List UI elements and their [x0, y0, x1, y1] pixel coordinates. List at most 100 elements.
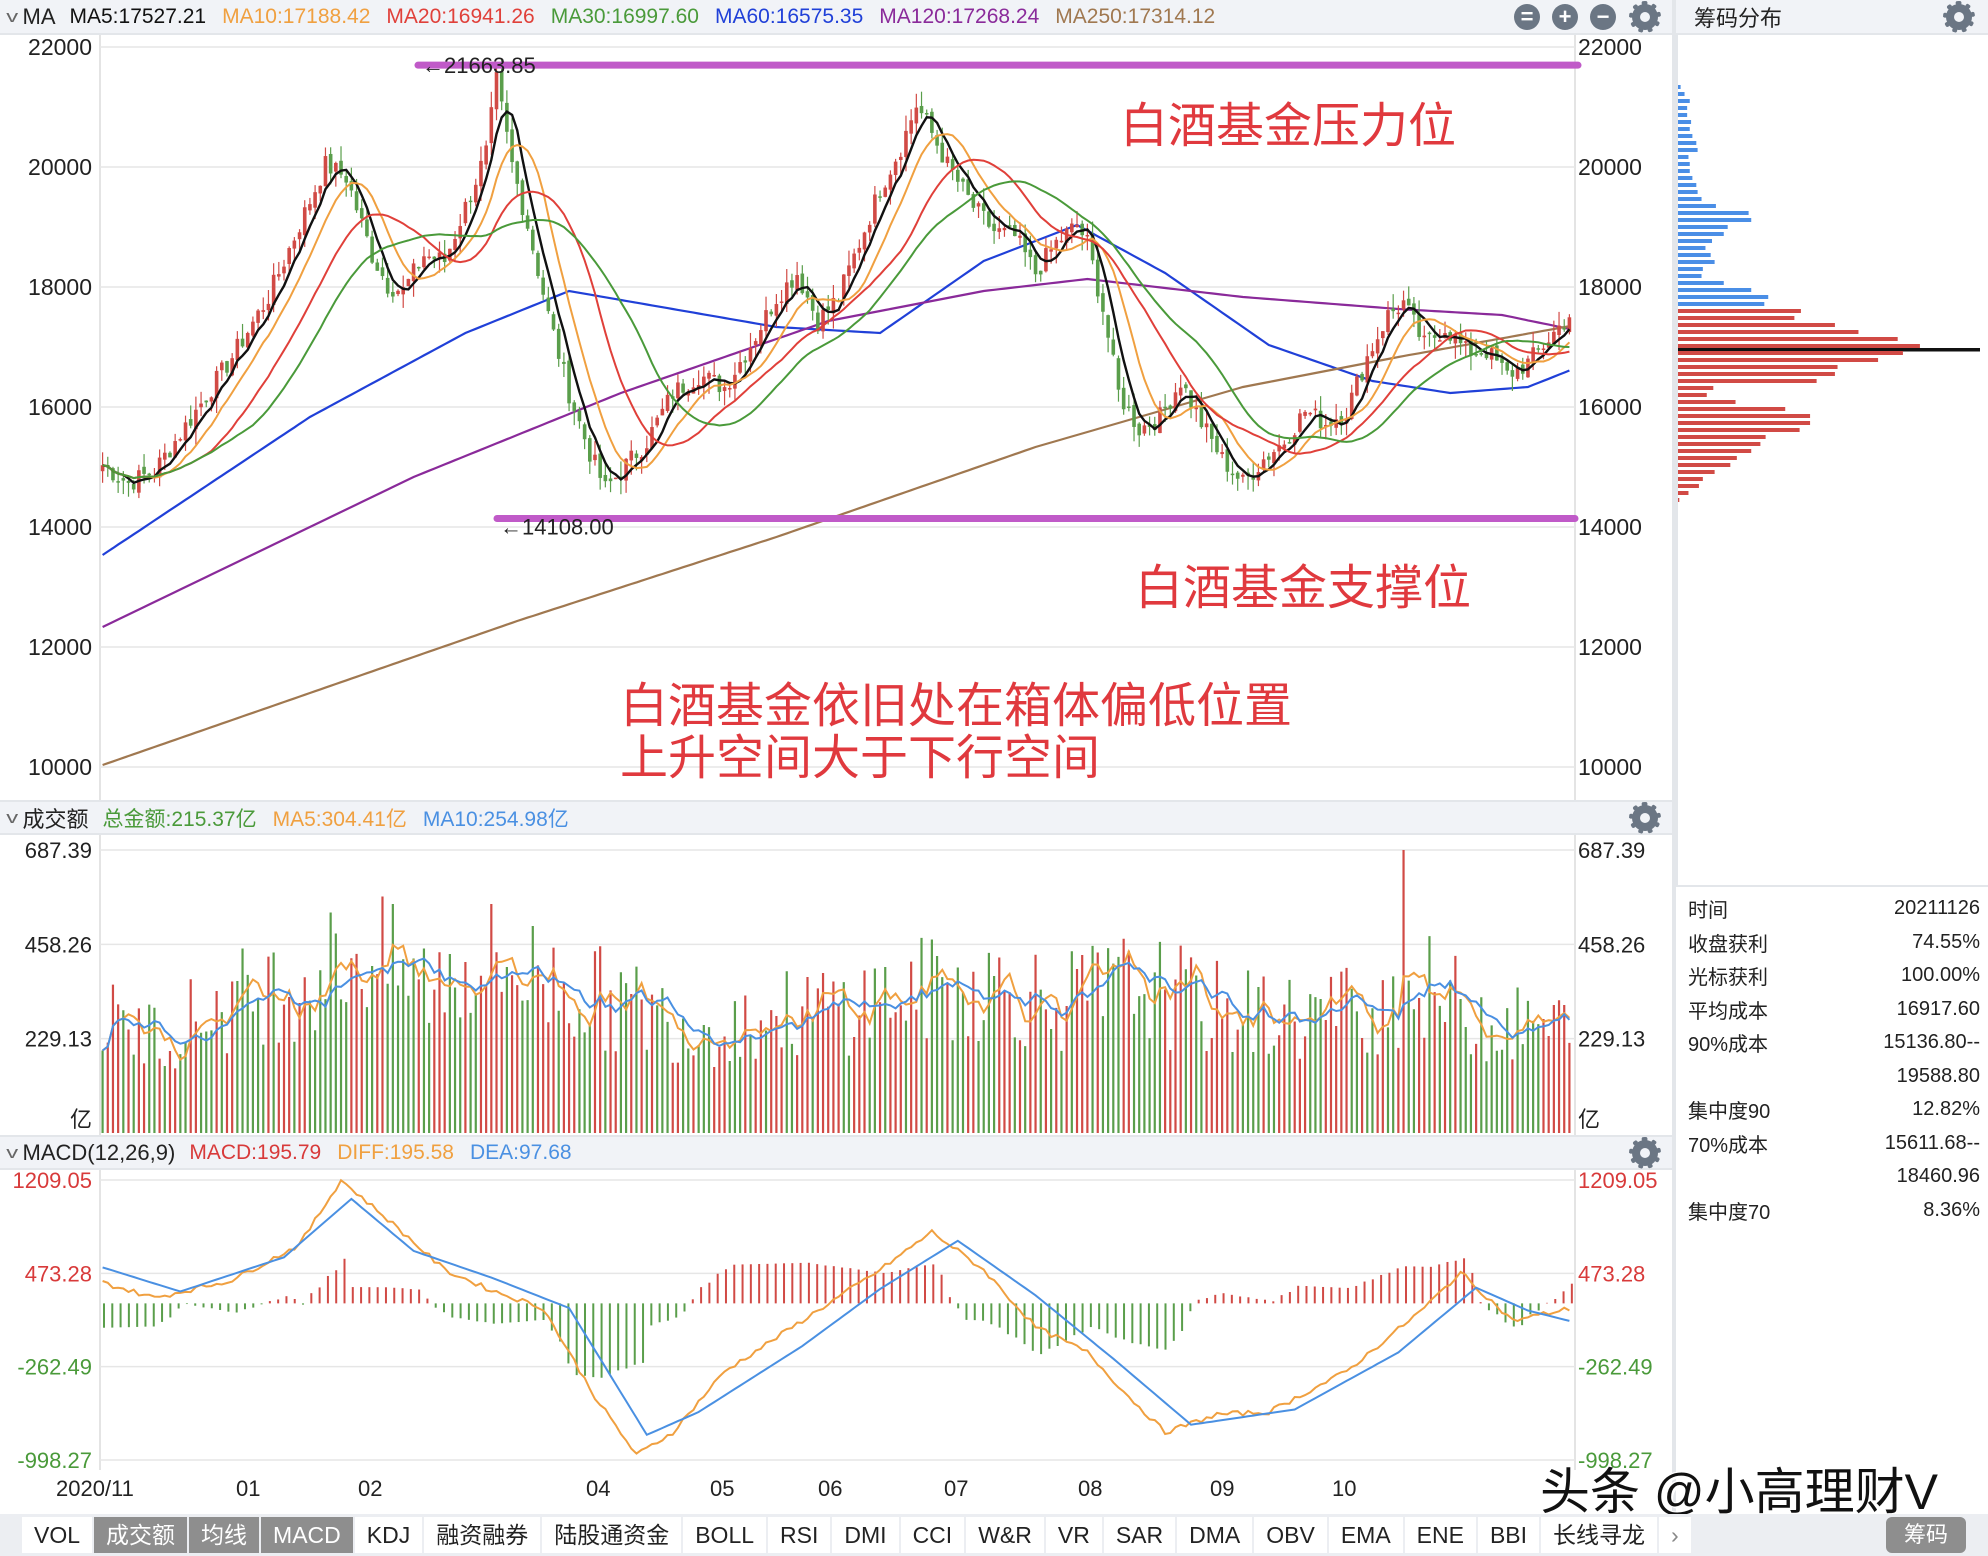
- chip-info-label: 时间: [1688, 900, 1728, 923]
- chip-info-row: 集中度70 8.36%: [1676, 1194, 1988, 1228]
- macd-chart[interactable]: 1209.05 1209.05 473.28 473.28 -262.49 -262.49…: [0, 1170, 1672, 1470]
- volume-indicator-name[interactable]: 成交额: [22, 806, 89, 832]
- tab-ene[interactable]: ENE: [1404, 1517, 1476, 1553]
- tab-wr[interactable]: W&R: [966, 1517, 1044, 1553]
- svg-text:-998.27: -998.27: [1578, 1448, 1653, 1470]
- y-axis-label-left: 18000: [28, 274, 92, 300]
- tab-dmi[interactable]: DMI: [832, 1517, 899, 1553]
- indicator-tab[interactable]: 均线: [189, 1517, 260, 1553]
- macd-indicator-name[interactable]: MACD(12,26,9): [22, 1139, 176, 1165]
- tab-obv[interactable]: OBV: [1254, 1517, 1327, 1553]
- chip-info-row: 70%成本 15611.68--: [1676, 1127, 1988, 1161]
- tab-dma[interactable]: DMA: [1177, 1517, 1253, 1553]
- svg-text:20000: 20000: [1578, 154, 1642, 180]
- note-line-1: 白酒基金依旧处在箱体偏低位置: [620, 680, 1293, 733]
- svg-text:458.26: 458.26: [1578, 932, 1645, 957]
- chip-info-value: 20211126: [1893, 897, 1980, 920]
- volume-chart[interactable]: 687.39 687.39 458.26 458.26 229.13 229.13 亿 亿: [0, 835, 1672, 1135]
- indicator-tab[interactable]: 成交额: [94, 1517, 188, 1553]
- equal-icon[interactable]: =: [1514, 3, 1540, 30]
- tab-bbi[interactable]: BBI: [1477, 1517, 1540, 1553]
- zoom-in-icon[interactable]: +: [1552, 3, 1578, 30]
- svg-text:亿: 亿: [1578, 1107, 1600, 1132]
- svg-text:473.28: 473.28: [1578, 1261, 1645, 1286]
- price-chart[interactable]: 22000 22000 20000 20000 18000 18000 16000 16000…: [0, 35, 1672, 800]
- x-axis-label: 08: [1078, 1476, 1103, 1501]
- tab-kdj[interactable]: KDJ: [354, 1517, 423, 1553]
- chip-panel-header: 筹码分布: [1676, 0, 1988, 35]
- chip-info-value: 8.36%: [1923, 1198, 1980, 1221]
- chip-info-table: 时间 20211126 收盘获利 74.55% 光标获利 100.00% 平均成本 16917…: [1676, 892, 1988, 1227]
- svg-text:-262.49: -262.49: [17, 1355, 92, 1380]
- x-axis-label: 09: [1210, 1476, 1235, 1501]
- volume-header: v 成交额 总金额:215.37亿 MA5:304.41亿 MA10:254.98亿: [0, 800, 1672, 835]
- y-axis-label-left: 14000: [28, 514, 92, 540]
- zoom-out-icon[interactable]: −: [1590, 3, 1616, 30]
- chip-settings-gear-icon[interactable]: [1943, 0, 1975, 33]
- legend-item: MA5:17527.21: [69, 4, 207, 28]
- svg-text:←21663.85: ←21663.85: [422, 53, 536, 78]
- legend-item: MACD:195.79: [189, 1140, 322, 1164]
- tab-rsi[interactable]: RSI: [768, 1517, 831, 1553]
- svg-text:18000: 18000: [1578, 274, 1642, 300]
- x-axis-label: 2020/11: [56, 1476, 134, 1501]
- tab-boll[interactable]: BOLL: [683, 1517, 767, 1553]
- chip-info-label: 70%成本: [1688, 1134, 1769, 1157]
- gear-icon[interactable]: [1629, 0, 1661, 33]
- panel-divider[interactable]: [1672, 0, 1676, 1514]
- tab-vol[interactable]: VOL: [22, 1517, 93, 1553]
- svg-text:473.28: 473.28: [25, 1261, 92, 1286]
- svg-text:12000: 12000: [1578, 634, 1642, 660]
- chip-button[interactable]: 筹码: [1886, 1517, 1966, 1553]
- legend-item: MA120:17268.24: [879, 4, 1040, 28]
- macd-header: v MACD(12,26,9) MACD:195.79 DIFF:195.58 DE…: [0, 1135, 1672, 1170]
- collapse-chevron-icon[interactable]: v: [6, 6, 19, 26]
- tab-cci[interactable]: CCI: [900, 1517, 965, 1553]
- svg-text:-262.49: -262.49: [1578, 1355, 1653, 1380]
- resistance-annotation: 白酒基金压力位: [1120, 100, 1457, 153]
- x-axis-label: 06: [818, 1476, 843, 1501]
- tabs-scroll-right-icon[interactable]: ›: [1659, 1517, 1691, 1553]
- chip-panel-title: 筹码分布: [1694, 5, 1783, 31]
- legend-item: DEA:97.68: [469, 1140, 572, 1164]
- x-axis-label: 07: [944, 1476, 969, 1501]
- svg-text:687.39: 687.39: [1578, 838, 1645, 863]
- legend-item: MA20:16941.26: [386, 4, 535, 28]
- indicator-tab[interactable]: 陆股通资金: [542, 1517, 682, 1553]
- legend-item: MA30:16997.60: [550, 4, 699, 28]
- legend-item: MA10:17188.42: [222, 4, 371, 28]
- svg-text:229.13: 229.13: [25, 1027, 92, 1052]
- chip-info-row: 18460.96: [1676, 1160, 1988, 1194]
- svg-text:229.13: 229.13: [1578, 1027, 1645, 1052]
- ma-legend: MA5:17527.21 MA10:17188.42 MA20:16941.26 MA…: [70, 5, 1232, 29]
- chip-info-row: 集中度90 12.82%: [1676, 1093, 1988, 1127]
- volume-collapse-chevron-icon[interactable]: v: [6, 807, 19, 827]
- chip-info-row: 光标获利 100.00%: [1676, 959, 1988, 993]
- svg-text:14000: 14000: [1578, 514, 1642, 540]
- main-indicator-name[interactable]: MA: [22, 3, 56, 29]
- svg-text:←14108.00: ←14108.00: [500, 515, 614, 540]
- indicator-tab-bar: VOL 成交额 均线 MACD KDJ 融资融券 陆股通资金 BOLL RSI DMI CCI W&R…: [0, 1514, 1988, 1556]
- indicator-tab[interactable]: 融资融券: [424, 1517, 541, 1553]
- tab-sar[interactable]: SAR: [1103, 1517, 1176, 1553]
- x-axis-label: 04: [586, 1476, 611, 1501]
- chip-distribution-chart[interactable]: [1676, 35, 1988, 885]
- y-axis-label-left: 20000: [28, 154, 92, 180]
- chip-info-label: 光标获利: [1688, 967, 1768, 990]
- chip-info-label: 90%成本: [1688, 1034, 1769, 1057]
- legend-item: MA5:304.41亿: [272, 807, 407, 831]
- chip-info-value: 15611.68--: [1884, 1131, 1980, 1154]
- tab-vr[interactable]: VR: [1045, 1517, 1102, 1553]
- chip-info-label: 集中度90: [1688, 1101, 1771, 1124]
- main-indicator-header: v MA MA5:17527.21 MA10:17188.42 MA20:16941…: [0, 0, 1672, 35]
- chip-info-value: 16917.60: [1896, 997, 1980, 1020]
- indicator-tab[interactable]: 长线寻龙: [1541, 1517, 1658, 1553]
- chip-info-value: 19588.80: [1896, 1064, 1980, 1087]
- svg-text:687.39: 687.39: [25, 838, 92, 863]
- macd-legend: MACD:195.79 DIFF:195.58 DEA:97.68: [189, 1141, 587, 1165]
- macd-collapse-chevron-icon[interactable]: v: [6, 1142, 19, 1162]
- tab-macd[interactable]: MACD: [261, 1517, 353, 1553]
- tab-ema[interactable]: EMA: [1328, 1517, 1403, 1553]
- macd-settings-gear-icon[interactable]: [1629, 1136, 1661, 1169]
- volume-settings-gear-icon[interactable]: [1629, 801, 1661, 834]
